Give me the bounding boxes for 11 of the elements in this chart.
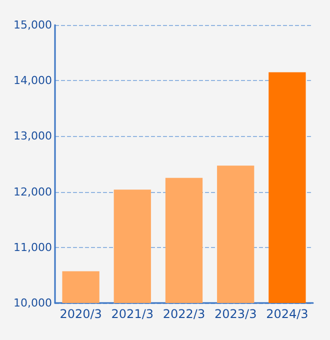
x-tick-label: 2022/3 xyxy=(162,307,206,321)
y-tick-label: 11,000 xyxy=(14,240,52,254)
x-tick-label: 2023/3 xyxy=(214,307,257,321)
y-tick-label: 10,000 xyxy=(14,296,52,310)
y-tick-label: 14,000 xyxy=(14,74,52,88)
y-tick-label: 15,000 xyxy=(14,18,52,32)
y-tick-label: 12,000 xyxy=(14,185,52,198)
x-tick-label: 2024/3 xyxy=(266,307,308,321)
y-tick-label: 13,000 xyxy=(14,130,52,143)
x-tick-label: 2021/3 xyxy=(111,307,154,321)
x-tick-label: 2020/3 xyxy=(60,307,102,321)
